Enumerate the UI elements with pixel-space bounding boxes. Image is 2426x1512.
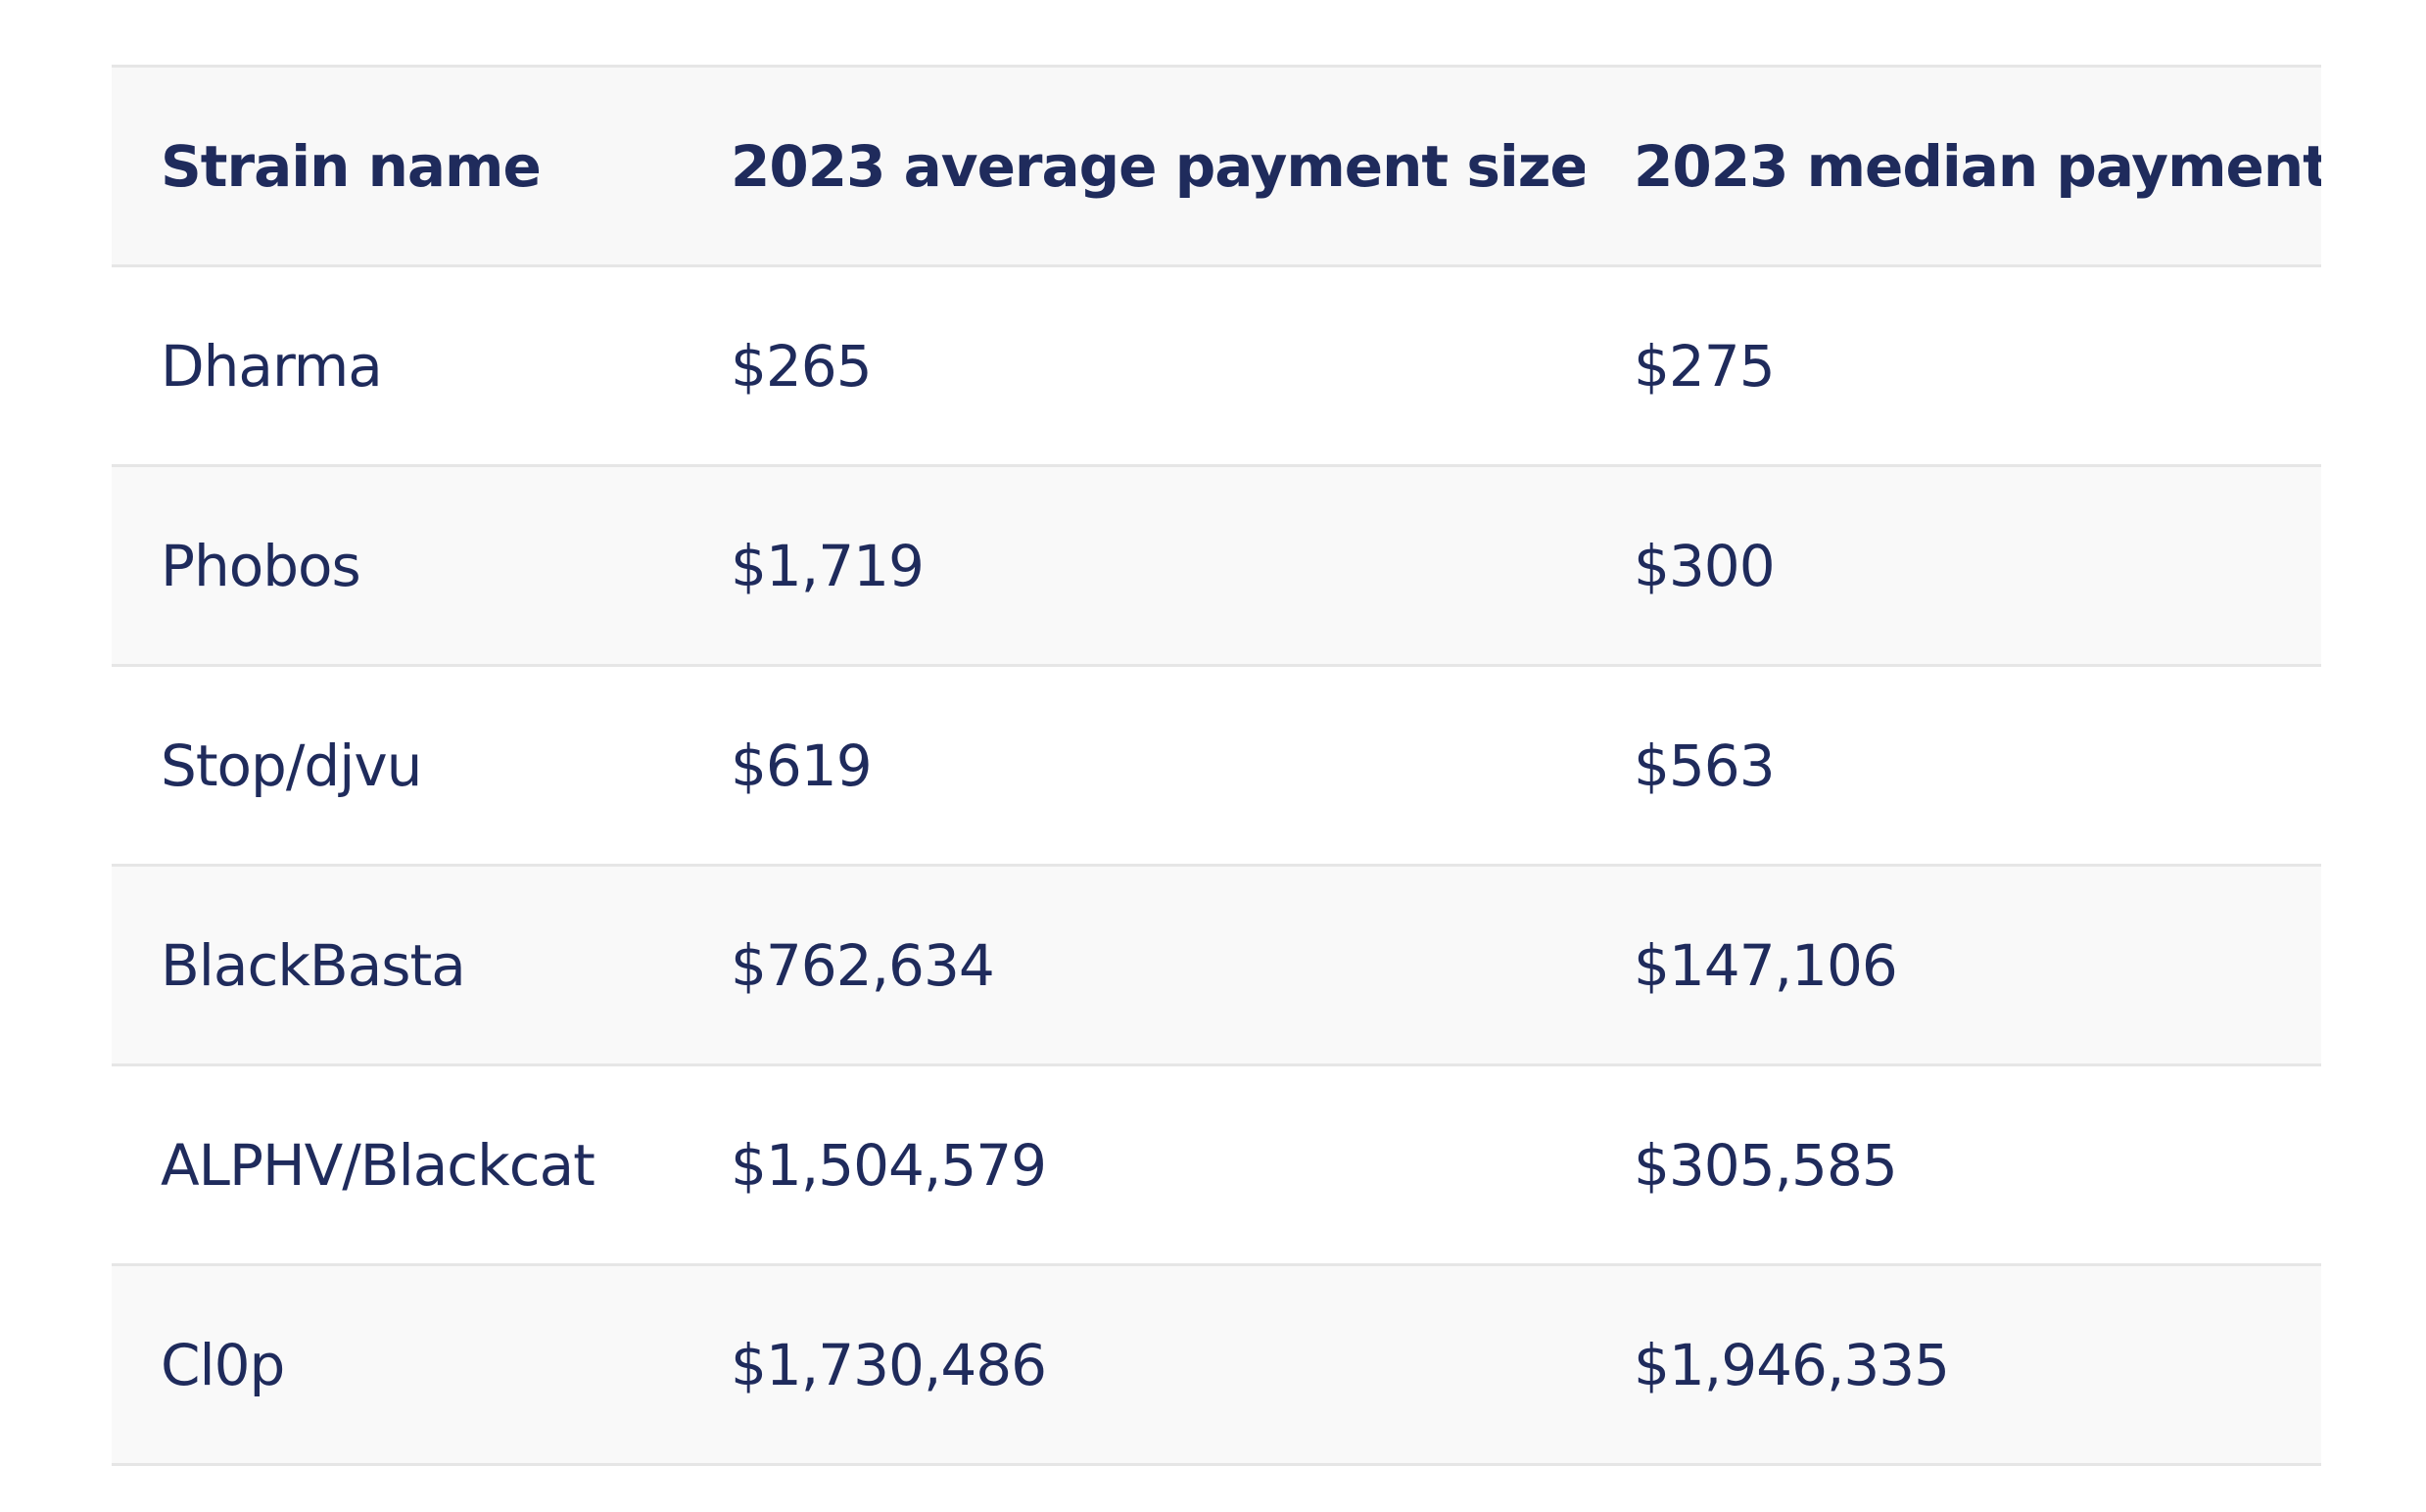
table-cell: Stop/djvu [112,664,682,867]
table-cell: ALPHV/Blackcat [112,1063,682,1266]
table-row: Phobos $1,719 $300 [112,464,2321,667]
table-cell: BlackBasta [112,864,682,1066]
table-cell: Cl0p [112,1263,682,1466]
header-row: Strain name 2023 average payment size 2023… [112,65,2321,267]
table-cell: Phobos [112,464,682,667]
table-cell: $265 [682,264,1585,467]
table-cell: Dharma [112,264,682,467]
table-cell: $1,719 [682,464,1585,667]
table-row: Cl0p $1,730,486 $1,946,335 [112,1263,2321,1466]
table-cell: $762,634 [682,864,1585,1066]
table-cell: $1,946,335 [1585,1263,2321,1466]
column-header: Strain name [112,65,682,267]
table-cell: $275 [1585,264,2321,467]
table-cell: $305,585 [1585,1063,2321,1266]
table-row: BlackBasta $762,634 $147,106 [112,864,2321,1066]
table-cell: $619 [682,664,1585,867]
table-header: Strain name 2023 average payment size 2023… [112,65,2321,267]
column-header: 2023 average payment size [682,65,1585,267]
table-row: ALPHV/Blackcat $1,504,579 $305,585 [112,1063,2321,1266]
table-cell: $1,730,486 [682,1263,1585,1466]
table-cell: $563 [1585,664,2321,867]
table-cell: $147,106 [1585,864,2321,1066]
table-cell: $300 [1585,464,2321,667]
table-cell: $1,504,579 [682,1063,1585,1266]
payment-table: Strain name 2023 average payment size 2023… [112,65,2321,1466]
table-row: Dharma $265 $275 [112,264,2321,467]
column-header: 2023 median payment size [1585,65,2321,267]
table-body: Dharma $265 $275 Phobos $1,719 $300 Stop/djvu $… [112,264,2321,1466]
table-row: Stop/djvu $619 $563 [112,664,2321,867]
